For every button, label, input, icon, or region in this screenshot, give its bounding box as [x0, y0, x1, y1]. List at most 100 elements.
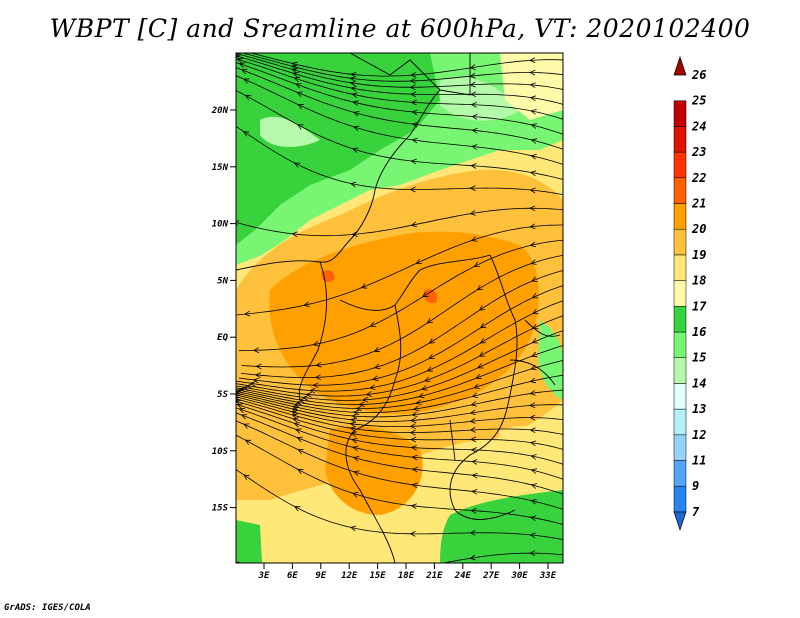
streamline [236, 412, 563, 495]
shading-hotspot-2 [424, 289, 438, 304]
streamline-arrow [246, 383, 253, 390]
streamline-arrow [291, 68, 298, 74]
streamline-arrow [469, 529, 476, 536]
lat-tick-label: 10N [212, 220, 229, 230]
streamline-arrow [470, 401, 477, 407]
streamline-arrow [353, 125, 360, 131]
streamline [238, 285, 563, 386]
colorbar-label: 24 [691, 119, 706, 133]
streamline-arrow [350, 525, 357, 532]
streamline [236, 400, 563, 450]
shading-green-east [538, 320, 563, 400]
streamline-arrow [471, 114, 478, 120]
streamline-arrow [469, 427, 476, 433]
streamline-arrow [529, 69, 536, 76]
lon-tick-label: 21E [425, 571, 443, 581]
streamline [236, 89, 563, 180]
streamline-arrow [413, 405, 420, 412]
streamline-arrow [291, 413, 298, 419]
streamline-arrow [531, 308, 539, 315]
colorbar-label: 12 [692, 428, 706, 442]
streamline-arrow [351, 92, 358, 99]
streamline-arrow [240, 68, 248, 75]
streamline-arrow [479, 322, 487, 329]
streamline-arrow [297, 449, 304, 455]
streamline-arrow [409, 186, 416, 193]
streamline [236, 407, 563, 480]
streamline-arrow [242, 131, 250, 137]
streamline-arrow [312, 382, 319, 389]
lon-tick-label: 24E [454, 571, 472, 581]
streamline-arrow [369, 321, 377, 327]
streamline-arrow [293, 76, 301, 83]
streamline-arrow [470, 91, 477, 98]
colorbar-label: 22 [691, 171, 706, 185]
colorbar-segment [673, 228, 687, 256]
streamline [236, 374, 563, 413]
streamline-arrow [295, 83, 302, 89]
streamline-arrow [411, 482, 418, 489]
colorbar: 7 9 11 12 13 14 15 16 17 18 19 20 21 22 23 24 25 26 [673, 55, 707, 532]
streamline-arrow [410, 503, 417, 510]
streamline-arrow [529, 187, 536, 194]
lat-tick-label: 10S [212, 447, 229, 457]
streamline [236, 53, 563, 90]
streamline-arrow [411, 109, 418, 116]
streamline-arrow [351, 437, 358, 444]
streamline-arrow [236, 54, 242, 60]
streamline-arrow [410, 158, 417, 165]
colorbar-lower-arrow [673, 511, 687, 532]
streamline-arrow [530, 138, 538, 144]
streamline-arrow [529, 95, 537, 102]
streamline-arrow [236, 561, 240, 563]
colorbar-segment [673, 203, 687, 230]
streamline-arrow [350, 431, 357, 438]
colorbar-segment [673, 280, 687, 307]
streamline-arrow [471, 489, 478, 495]
streamline-arrow [365, 391, 373, 397]
streamline-arrow [409, 531, 416, 537]
streamline-arrow [470, 507, 477, 514]
streamline-arrow [529, 550, 536, 557]
streamline-arrow [372, 375, 379, 382]
shading-green-north-dark [236, 53, 440, 245]
streamline-arrow [409, 84, 416, 91]
streamline-arrow [249, 381, 257, 387]
lon-tick-label: 30E [510, 571, 528, 581]
latitude-axis: 20N 15N 10N 5N EQ 5S 10S 15S [211, 106, 236, 514]
streamline-arrow [477, 363, 484, 369]
streamline-arrow [410, 71, 417, 78]
streamline-arrow [529, 414, 536, 421]
streamline [241, 254, 563, 368]
streamline [441, 552, 563, 563]
streamline-arrow [469, 64, 476, 70]
colorbar-segment [673, 383, 687, 410]
colorbar-segment [673, 460, 687, 487]
streamline [236, 403, 563, 465]
streamline-arrow [415, 258, 422, 264]
streamline [236, 62, 563, 135]
colorbar-label: 13 [692, 402, 706, 416]
lon-tick-label: 18E [398, 571, 415, 581]
streamline-arrow [352, 445, 359, 452]
colorbar-segment [673, 254, 687, 281]
streamline-arrow [409, 429, 416, 436]
streamline-arrow [409, 77, 416, 84]
colorbar-label: 15 [692, 351, 706, 365]
streamline-arrow [529, 82, 536, 89]
streamline [236, 330, 563, 401]
colorbar-segment [673, 151, 687, 179]
colorbar-segment [673, 485, 687, 513]
colorbar-label: 11 [692, 454, 706, 468]
shading-light-green-2 [440, 76, 520, 121]
colorbar-segment [673, 357, 687, 384]
colorbar-label: 17 [692, 299, 707, 313]
streamline [236, 75, 563, 165]
lon-tick-label: 12E [341, 571, 358, 581]
streamline-arrow [428, 338, 435, 344]
streamline-arrow [470, 236, 478, 242]
colorbar-segment [673, 100, 687, 127]
streamline-arrow [373, 363, 381, 370]
streamline-arrow [530, 154, 537, 160]
streamline [236, 360, 563, 409]
